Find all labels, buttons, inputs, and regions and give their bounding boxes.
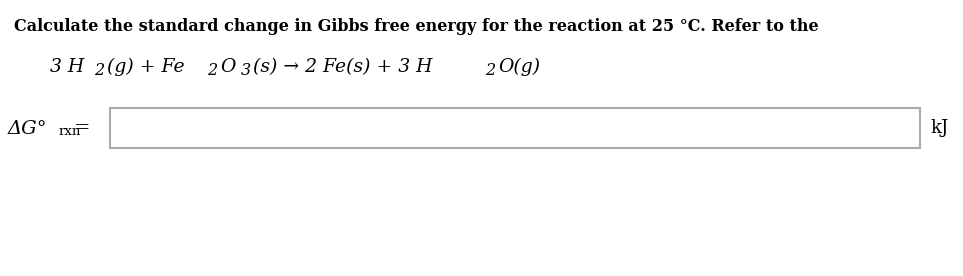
- Text: rxn: rxn: [59, 125, 81, 138]
- Text: (g) + Fe: (g) + Fe: [107, 58, 185, 76]
- Text: 2: 2: [94, 62, 104, 79]
- Text: 2: 2: [207, 62, 218, 79]
- Text: =: =: [73, 119, 90, 137]
- Text: Calculate the standard change in Gibbs free energy for the reaction at 25 °C. Re: Calculate the standard change in Gibbs f…: [14, 18, 824, 35]
- Text: O(g): O(g): [498, 58, 540, 76]
- Text: 3: 3: [241, 62, 250, 79]
- Text: kJ: kJ: [930, 119, 949, 137]
- Text: 2: 2: [485, 62, 495, 79]
- Bar: [110, 108, 920, 148]
- Text: O: O: [221, 58, 236, 76]
- Text: 3 H: 3 H: [50, 58, 84, 76]
- Text: (s) → 2 Fe(s) + 3 H: (s) → 2 Fe(s) + 3 H: [253, 58, 433, 76]
- Text: ΔG°: ΔG°: [8, 120, 47, 138]
